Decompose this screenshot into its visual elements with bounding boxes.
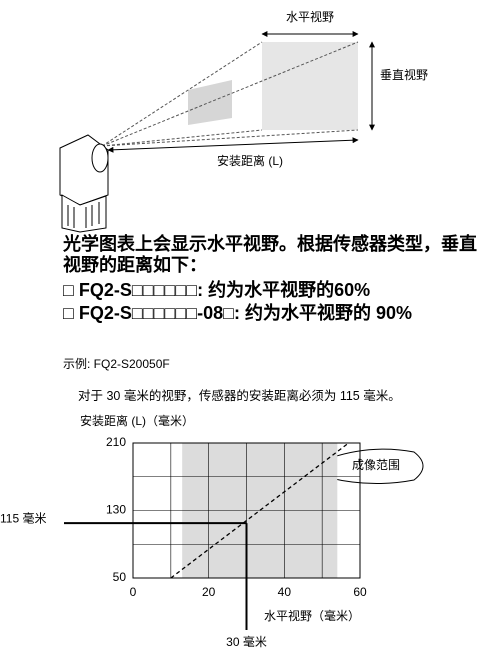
x-tick-label: 0	[130, 585, 137, 599]
y-axis-label: 安装距离 (L)（毫米）	[80, 413, 194, 428]
item: □ FQ2-S□□□□□□-08□: 约为水平视野的 90%	[63, 303, 413, 323]
label: 水平视野	[286, 9, 334, 24]
example-x-label: 30 毫米	[226, 634, 267, 649]
x-axis-label: 水平视野（毫米）	[264, 608, 360, 623]
callout-label: 成像范围	[352, 458, 400, 472]
label: 垂直视野	[380, 67, 428, 82]
example-y-label: 115 毫米	[0, 510, 46, 525]
note: 对于 30 毫米的视野，传感器的安装距离必须为 115 毫米。	[78, 389, 401, 403]
fov-line	[170, 442, 350, 579]
label: 安装距离 (L)	[217, 153, 283, 168]
y-tick-label: 210	[106, 435, 126, 449]
item: □ FQ2-S□□□□□□: 约为水平视野的60%	[63, 280, 371, 300]
y-tick-label: 130	[106, 503, 126, 517]
far-field	[262, 42, 358, 130]
example: 示例: FQ2-S20050F	[63, 357, 170, 371]
x-tick-label: 60	[353, 585, 367, 599]
y-tick-label: 50	[113, 570, 127, 584]
x-tick-label: 40	[278, 585, 292, 599]
camera	[59, 134, 109, 233]
intro: 光学图表上会显示水平视野。根据传感器类型，垂直视野的距离如下：	[63, 234, 477, 275]
x-tick-label: 20	[202, 585, 216, 599]
distance-arrow	[107, 137, 359, 153]
